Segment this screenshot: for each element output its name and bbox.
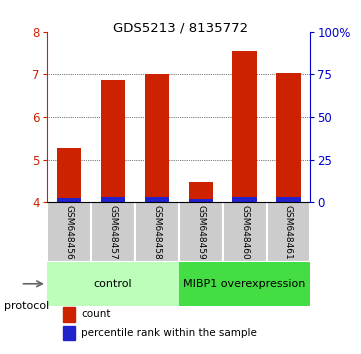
Bar — [101, 197, 125, 202]
Bar — [266, 202, 310, 262]
Bar — [232, 197, 257, 202]
Bar — [232, 51, 257, 202]
Bar — [47, 262, 179, 306]
Bar — [223, 202, 266, 262]
Bar — [277, 73, 301, 202]
Bar — [101, 80, 125, 202]
Bar — [145, 197, 169, 202]
Bar — [188, 199, 213, 202]
Text: count: count — [81, 309, 111, 319]
Text: GSM648456: GSM648456 — [64, 205, 73, 259]
Text: MIBP1 overexpression: MIBP1 overexpression — [183, 279, 306, 289]
Bar — [277, 198, 301, 202]
Text: percentile rank within the sample: percentile rank within the sample — [81, 328, 257, 338]
Text: GSM648459: GSM648459 — [196, 205, 205, 259]
Text: control: control — [93, 279, 132, 289]
Bar — [91, 202, 135, 262]
Text: GSM648458: GSM648458 — [152, 205, 161, 259]
Text: protocol: protocol — [4, 301, 49, 311]
Bar — [47, 202, 91, 262]
Text: GDS5213 / 8135772: GDS5213 / 8135772 — [113, 21, 248, 34]
Bar — [57, 198, 81, 202]
Bar — [57, 148, 81, 202]
Bar — [188, 182, 213, 202]
Bar — [135, 202, 179, 262]
Bar — [179, 202, 223, 262]
Bar — [63, 307, 75, 321]
Text: GSM648460: GSM648460 — [240, 205, 249, 259]
Bar — [145, 74, 169, 202]
Text: GSM648461: GSM648461 — [284, 205, 293, 259]
Bar — [179, 262, 310, 306]
Text: GSM648457: GSM648457 — [108, 205, 117, 259]
Bar — [63, 326, 75, 340]
